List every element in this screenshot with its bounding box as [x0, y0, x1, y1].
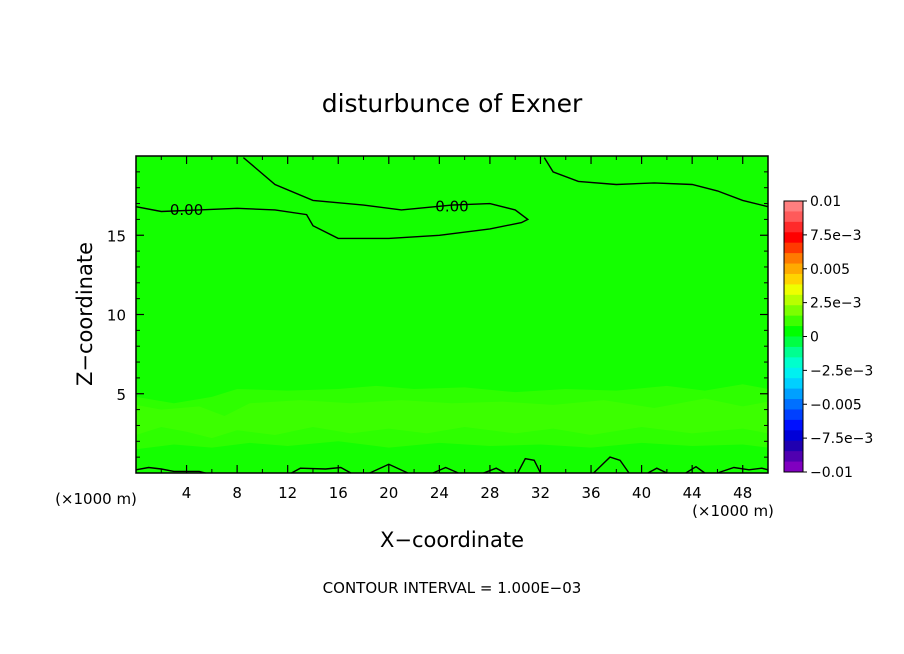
contour-label-1: 0.00 — [435, 198, 468, 216]
contour-line-1 — [543, 157, 769, 208]
colorbar-segment — [784, 221, 803, 233]
colorbar-segment — [784, 211, 803, 223]
contour-line-5 — [432, 466, 459, 474]
colorbar-tick-label: −0.01 — [810, 465, 853, 481]
colorbar-segment — [784, 378, 803, 390]
colorbar-segment — [784, 409, 803, 421]
colorbar-segment — [784, 305, 803, 317]
colorbar-segment — [784, 294, 803, 306]
colorbar-tick-label: −7.5e−3 — [810, 431, 873, 447]
y-axis-label: Z−coordinate — [73, 242, 97, 386]
y-tick-label: 15 — [107, 227, 126, 245]
colorbar-segment — [784, 201, 803, 212]
x-tick-label: 44 — [683, 484, 702, 502]
colorbar-segment — [784, 440, 803, 452]
colorbar-segment — [784, 315, 803, 327]
colorbar-tick-label: −2.5e−3 — [810, 363, 873, 379]
chart-title: disturbunce of Exner — [322, 89, 583, 118]
y-axis-ticks: 5 10 15 — [107, 171, 768, 458]
x-tick-label: 24 — [430, 484, 449, 502]
colorbar-segment — [784, 419, 803, 431]
colorbar-segment — [784, 336, 803, 348]
contour-bands — [136, 384, 768, 450]
colorbar-segment — [784, 326, 803, 337]
x-tick-label: 12 — [278, 484, 297, 502]
colorbar-segment — [784, 232, 803, 244]
colorbar-tick-label: 7.5e−3 — [810, 228, 862, 244]
contour-line-4 — [369, 463, 409, 474]
colorbar-segment — [784, 357, 803, 369]
colorbar-segment — [784, 461, 803, 473]
contour-band-1 — [136, 398, 768, 439]
colorbar-segment — [784, 367, 803, 379]
contour-line-8 — [593, 456, 630, 474]
contour-line-7 — [517, 457, 542, 474]
x-tick-label: 48 — [733, 484, 752, 502]
contour-line-0 — [135, 157, 530, 240]
colorbar-segment — [784, 253, 803, 265]
colorbar-segment — [784, 430, 803, 442]
colorbar-segment — [784, 263, 803, 275]
contour-line-10 — [685, 465, 706, 474]
x-axis-ticks: 4 8 12 16 20 24 28 32 36 40 44 48 — [160, 156, 752, 502]
x-unit-right: (×1000 m) — [692, 502, 774, 520]
contour-line-3 — [291, 466, 352, 474]
colorbar-ticks: 0.01 7.5e−3 0.005 2.5e−3 0 −2.5e−3 −0.005 −7.5e… — [803, 194, 873, 481]
x-tick-label: 4 — [182, 484, 192, 502]
y-tick-label: 10 — [107, 307, 126, 325]
colorbar-tick-label: −0.005 — [810, 397, 862, 413]
colorbar-segment — [784, 284, 803, 296]
colorbar-tick-label: 2.5e−3 — [810, 296, 862, 312]
x-tick-label: 20 — [379, 484, 398, 502]
colorbar-tick-label: 0.005 — [810, 262, 850, 278]
colorbar-segment — [784, 273, 803, 285]
x-unit-left: (×1000 m) — [55, 490, 137, 508]
contour-interval-caption: CONTOUR INTERVAL = 1.000E−03 — [323, 579, 582, 597]
contour-labels: 0.00 0.00 — [170, 198, 469, 219]
x-tick-label: 8 — [232, 484, 242, 502]
contour-lines — [135, 157, 769, 474]
colorbar-segment — [784, 388, 803, 400]
colorbar-segment — [784, 399, 803, 410]
contour-line-6 — [483, 467, 506, 474]
contour-line-2 — [135, 466, 206, 474]
x-tick-label: 32 — [531, 484, 550, 502]
contour-line-11 — [717, 466, 769, 474]
contour-line-9 — [647, 467, 668, 474]
colorbar-segment — [784, 451, 803, 463]
y-tick-label: 5 — [116, 386, 126, 404]
x-tick-label: 16 — [329, 484, 348, 502]
colorbar-segment — [784, 346, 803, 358]
colorbar-segment — [784, 242, 803, 254]
colorbar-tick-label: 0 — [810, 330, 819, 346]
colorbar-tick-label: 0.01 — [810, 194, 841, 210]
x-tick-label: 36 — [581, 484, 600, 502]
x-tick-label: 40 — [632, 484, 651, 502]
x-tick-label: 28 — [480, 484, 499, 502]
colorbar — [783, 200, 804, 473]
x-axis-label: X−coordinate — [380, 528, 524, 552]
contour-label-0: 0.00 — [170, 201, 203, 219]
